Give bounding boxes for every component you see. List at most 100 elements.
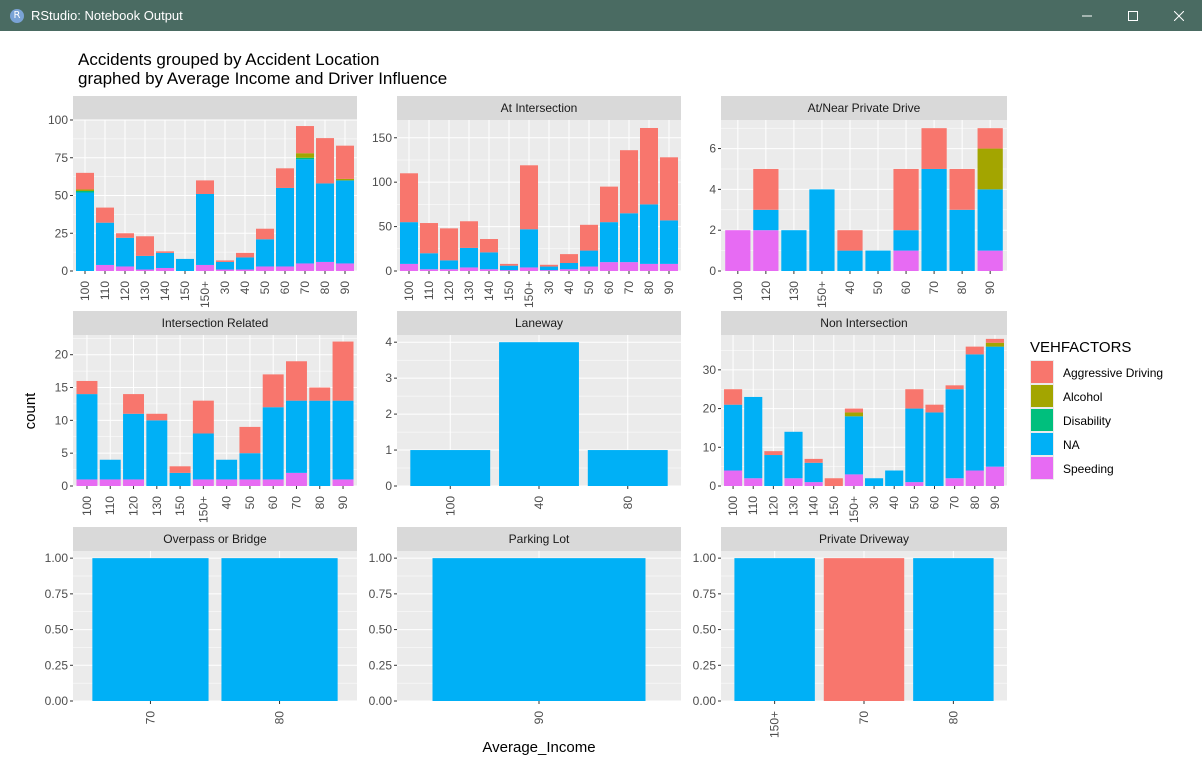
bar-unlabeled-50-aggressive-driving [256, 228, 274, 240]
facet-strip-at-intersection [397, 96, 681, 120]
x-tick-label-at-intersection-90: 90 [662, 281, 676, 295]
bar-non-intersection-90-na [985, 346, 1004, 467]
y-tick-label-overpass-or-bridge: 0.25 [45, 658, 69, 672]
bar-intersection-related-70-speeding [286, 472, 307, 486]
chart-title-line-2: graphed by Average Income and Driver Inf… [78, 69, 447, 88]
bar-non-intersection-70-na [945, 389, 964, 479]
x-tick-label-intersection-related-40: 40 [220, 496, 234, 510]
bar-at-intersection-150-na [500, 265, 518, 271]
bar-non-intersection-150-aggressive-driving [844, 408, 863, 413]
bar-at-intersection-30-speeding [540, 270, 558, 271]
bar-at-intersection-130-aggressive-driving [460, 221, 478, 248]
bar-private-driveway-80-na [913, 558, 994, 701]
bar-unlabeled-60-speeding [276, 266, 294, 271]
bar-unlabeled-130-speeding [136, 269, 154, 271]
bar-at-intersection-60-speeding [600, 262, 618, 271]
bar-intersection-related-70-na [286, 400, 307, 473]
x-tick-label-at-intersection-100: 100 [402, 281, 416, 301]
bar-non-intersection-150-na [844, 416, 863, 475]
bar-at-intersection-90-na [660, 220, 678, 264]
bar-at-intersection-110-aggressive-driving [420, 223, 438, 254]
x-tick-label-intersection-related-90: 90 [336, 496, 350, 510]
y-tick-label-at-near-private-drive: 0 [709, 264, 716, 278]
bar-unlabeled-120-aggressive-driving [116, 233, 134, 238]
facet-strip-label-non-intersection: Non Intersection [820, 316, 907, 330]
bar-unlabeled-30-aggressive-driving [216, 260, 234, 262]
y-tick-label-parking-lot: 0.00 [369, 694, 393, 708]
bar-unlabeled-40-na [236, 257, 254, 270]
bar-unlabeled-150-na [196, 193, 214, 265]
bar-unlabeled-30-na [216, 261, 234, 270]
bar-non-intersection-70-aggressive-driving [945, 385, 964, 390]
bar-non-intersection-50-na [905, 408, 924, 483]
y-tick-label-unlabeled: 25 [55, 226, 69, 240]
x-tick-label-unlabeled-130: 130 [138, 281, 152, 301]
bar-intersection-related-110-speeding [99, 479, 121, 486]
bar-at-near-private-drive-90-aggressive-driving [977, 128, 1003, 149]
y-axis-title: count [22, 392, 39, 430]
facet-strip-label-intersection-related: Intersection Related [162, 316, 269, 330]
x-tick-label-at-near-private-drive-100: 100 [731, 281, 745, 301]
x-tick-label-unlabeled-110: 110 [98, 281, 112, 300]
legend-label-alcohol: Alcohol [1063, 390, 1102, 404]
bar-at-intersection-70-na [620, 213, 638, 263]
bar-unlabeled-110-aggressive-driving [96, 207, 114, 223]
bar-intersection-related-120-na [123, 413, 144, 480]
bar-unlabeled-70-na [296, 159, 314, 264]
bar-non-intersection-50-speeding [905, 482, 924, 486]
x-tick-label-unlabeled-60: 60 [278, 281, 292, 295]
x-tick-label-at-intersection-40: 40 [562, 281, 576, 295]
bar-intersection-related-60-na [262, 407, 284, 480]
bar-non-intersection-50-aggressive-driving [905, 389, 924, 409]
bar-unlabeled-130-aggressive-driving [136, 236, 154, 256]
bar-unlabeled-30-speeding [216, 269, 234, 271]
bar-laneway-80-na [587, 450, 668, 486]
x-tick-label-at-near-private-drive-120: 120 [759, 281, 773, 301]
x-tick-label-at-near-private-drive-60: 60 [899, 281, 913, 295]
x-tick-label-non-intersection-150: 150+ [847, 496, 861, 523]
bar-unlabeled-150-na [176, 258, 194, 271]
bar-non-intersection-120-na [764, 455, 783, 486]
bar-at-intersection-90-speeding [660, 263, 678, 271]
bar-at-intersection-150-speeding [520, 267, 538, 271]
bar-at-intersection-140-aggressive-driving [480, 239, 498, 253]
minimize-button[interactable] [1064, 0, 1110, 31]
legend-key-alcohol [1031, 385, 1053, 407]
x-tick-label-at-intersection-50: 50 [582, 281, 596, 295]
bar-at-near-private-drive-80-na [949, 209, 975, 271]
x-tick-label-intersection-related-80: 80 [313, 496, 327, 510]
bar-at-near-private-drive-100-speeding [725, 230, 751, 271]
bar-at-near-private-drive-90-alcohol [977, 148, 1003, 190]
bar-unlabeled-120-speeding [116, 266, 134, 271]
bar-unlabeled-80-na [316, 183, 334, 262]
bar-unlabeled-60-aggressive-driving [276, 168, 294, 188]
bar-overpass-or-bridge-70-na [92, 558, 209, 701]
bar-intersection-related-100-speeding [76, 479, 98, 486]
y-tick-label-non-intersection: 0 [709, 479, 716, 493]
x-tick-label-at-near-private-drive-130: 130 [787, 281, 801, 301]
bar-at-intersection-110-na [420, 253, 438, 270]
bar-unlabeled-80-aggressive-driving [316, 138, 334, 184]
bar-at-intersection-30-na [540, 266, 558, 271]
y-tick-label-unlabeled: 50 [55, 189, 69, 203]
bar-at-intersection-150-speeding [500, 270, 518, 271]
bar-unlabeled-110-na [96, 222, 114, 265]
bar-intersection-related-80-aggressive-driving [309, 387, 331, 401]
close-icon [1174, 10, 1184, 21]
y-tick-label-parking-lot: 0.50 [369, 623, 393, 637]
legend-label-na: NA [1063, 438, 1080, 452]
maximize-button[interactable] [1110, 0, 1156, 31]
close-button[interactable] [1156, 0, 1202, 31]
y-tick-label-laneway: 2 [385, 407, 392, 421]
y-tick-label-intersection-related: 0 [61, 479, 68, 493]
y-tick-label-at-intersection: 150 [372, 131, 392, 145]
bar-intersection-related-150-na [169, 472, 191, 486]
x-tick-label-unlabeled-120: 120 [118, 281, 132, 301]
bar-intersection-related-120-aggressive-driving [123, 394, 144, 414]
bar-unlabeled-130-na [136, 255, 154, 270]
y-tick-label-private-driveway: 0.50 [693, 623, 717, 637]
rstudio-icon: R [10, 8, 24, 23]
x-tick-label-unlabeled-140: 140 [158, 281, 172, 301]
x-tick-label-non-intersection-130: 130 [787, 496, 801, 516]
bar-parking-lot-90-na [432, 558, 646, 701]
